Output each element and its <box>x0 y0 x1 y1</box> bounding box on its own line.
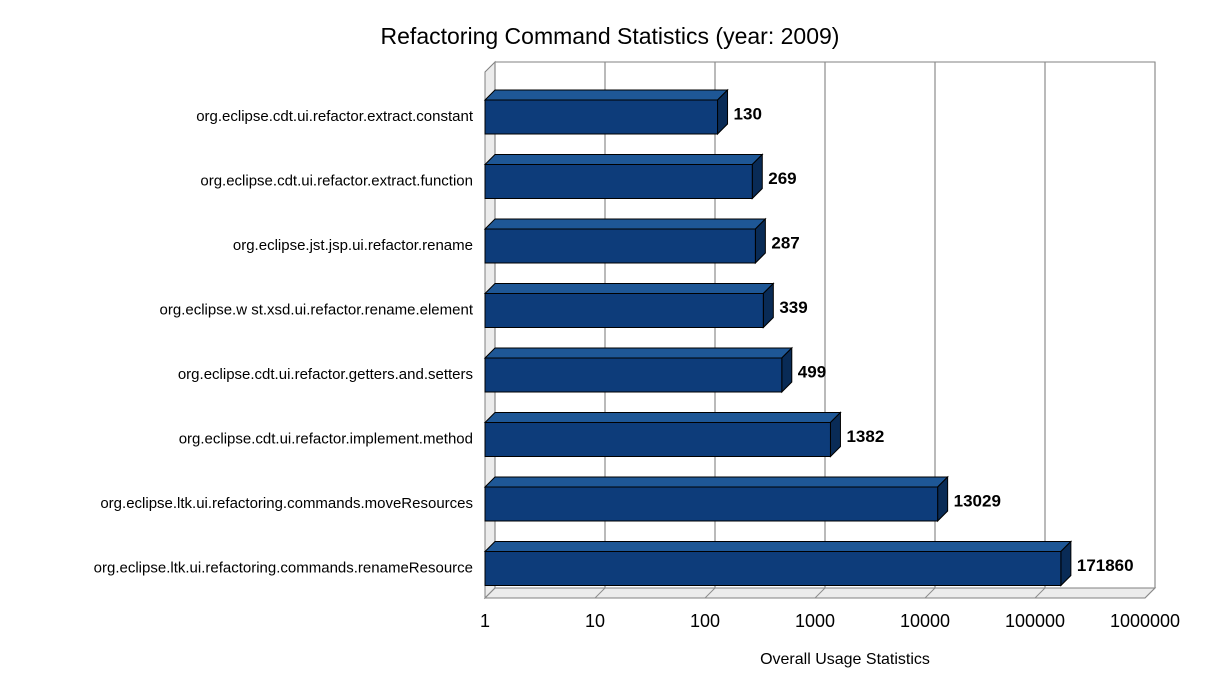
category-label: org.eclipse.jst.jsp.ui.refactor.rename <box>233 237 473 254</box>
category-label: org.eclipse.w st.xsd.ui.refactor.rename.… <box>160 301 474 318</box>
bar <box>484 99 719 135</box>
bar <box>484 551 1062 586</box>
x-tick-label: 1000000 <box>1110 611 1180 631</box>
bar-value-label: 339 <box>779 298 807 317</box>
category-label: org.eclipse.ltk.ui.refactoring.commands.… <box>100 495 473 512</box>
bar-top-face <box>483 218 767 230</box>
bar-value-label: 1382 <box>846 427 884 446</box>
x-tick-label: 100000 <box>1005 611 1065 631</box>
gridline-floor <box>924 587 936 599</box>
bar-top-face <box>483 283 775 294</box>
category-label: org.eclipse.cdt.ui.refactor.getters.and.… <box>178 366 473 383</box>
gridline-floor <box>814 587 826 599</box>
x-axis-title: Overall Usage Statistics <box>760 651 930 668</box>
x-tick-label: 10 <box>585 611 605 631</box>
gridline-floor <box>594 587 606 599</box>
bar-value-label: 269 <box>768 169 796 188</box>
gridline-floor <box>484 587 496 599</box>
gridline-floor <box>1144 587 1156 599</box>
bar-top-face <box>483 347 793 359</box>
bar-top-face <box>483 476 949 488</box>
plot-area: 1 10 100 1000 10000 100000 1000000 org.eclipse.… <box>94 60 1180 631</box>
bar <box>484 357 783 393</box>
bar-value-label: 13029 <box>954 491 1001 510</box>
category-label: org.eclipse.ltk.ui.refactoring.commands.… <box>94 559 473 576</box>
bar <box>484 228 756 264</box>
gridline-floor <box>1034 587 1046 599</box>
bar-value-label: 171860 <box>1077 556 1134 575</box>
bar-value-label: 287 <box>771 233 799 252</box>
category-label: org.eclipse.cdt.ui.refactor.implement.me… <box>179 430 473 447</box>
bar-top-face <box>483 412 842 423</box>
bar-top-face <box>483 154 764 165</box>
bar <box>484 164 753 199</box>
bar <box>484 486 939 522</box>
chart-title: Refactoring Command Statistics (year: 20… <box>381 23 840 49</box>
x-tick-label: 100 <box>690 611 720 631</box>
bar <box>484 422 831 457</box>
bar-value-label: 130 <box>734 104 762 123</box>
x-tick-label: 1 <box>480 611 490 631</box>
x-tick-label: 1000 <box>795 611 835 631</box>
bar-value-label: 499 <box>798 362 826 381</box>
bar-top-face <box>483 89 729 101</box>
category-label: org.eclipse.cdt.ui.refactor.extract.cons… <box>196 108 474 125</box>
gridline-floor <box>704 587 716 599</box>
bar-top-face <box>483 541 1073 552</box>
category-label: org.eclipse.cdt.ui.refactor.extract.func… <box>200 172 473 189</box>
x-tick-label: 10000 <box>900 611 950 631</box>
bar <box>484 293 764 328</box>
